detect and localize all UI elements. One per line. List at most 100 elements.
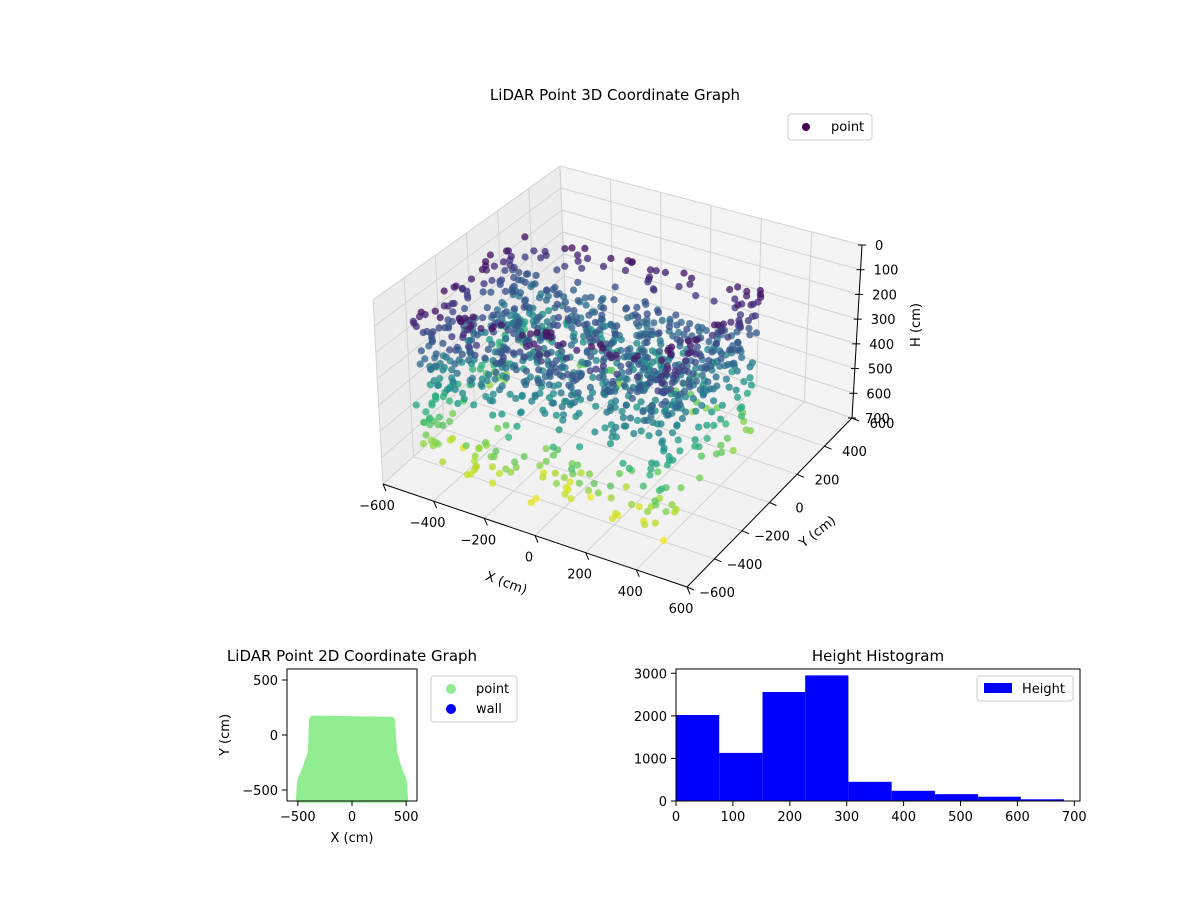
data-point	[717, 349, 726, 357]
tick-label-x: 300	[834, 810, 859, 825]
data-point	[453, 369, 461, 377]
data-point	[630, 355, 639, 363]
data-point	[752, 329, 761, 337]
data-point	[641, 521, 649, 529]
data-point	[637, 398, 645, 406]
chart-2d-legend: point wall	[430, 675, 518, 723]
data-point	[478, 361, 486, 369]
data-point	[554, 381, 563, 389]
data-point	[703, 364, 711, 372]
data-point	[658, 400, 666, 409]
data-point	[680, 269, 688, 277]
tick-label-x: 600	[1005, 810, 1030, 825]
data-point	[554, 313, 563, 322]
tick-label-z: 600	[866, 387, 891, 402]
data-point	[668, 501, 676, 509]
data-point	[504, 247, 512, 255]
data-point	[633, 303, 641, 311]
data-point	[626, 414, 635, 422]
data-point	[595, 373, 604, 382]
data-point	[740, 378, 748, 386]
data-point	[498, 358, 506, 366]
data-point	[628, 500, 636, 508]
data-point	[470, 401, 478, 409]
data-point	[606, 440, 615, 448]
data-point	[717, 355, 725, 363]
tick-x	[686, 586, 691, 595]
data-point	[428, 336, 436, 345]
data-point	[747, 301, 755, 309]
data-point	[459, 389, 467, 397]
histogram-bar	[1020, 799, 1064, 801]
grid-back-x	[660, 192, 662, 353]
chart-3d-axes: −600−400−2000200400600−600−400−200020040…	[359, 239, 898, 617]
data-point	[568, 244, 576, 252]
data-point	[537, 357, 545, 365]
grid-back-z	[560, 187, 861, 271]
tick-y	[686, 586, 695, 591]
data-point	[655, 329, 663, 337]
data-point	[492, 447, 500, 455]
grid-back-z	[559, 165, 863, 246]
data-point	[587, 493, 595, 501]
data-point	[417, 347, 425, 355]
data-point	[696, 386, 704, 394]
data-point	[671, 361, 680, 369]
data-point	[635, 360, 643, 368]
grid-left-z	[376, 231, 563, 380]
tick-y	[796, 473, 805, 478]
tick-label-x: 400	[891, 810, 916, 825]
chart-histogram-title: Height Histogram	[812, 647, 944, 665]
data-point	[549, 443, 557, 451]
data-point	[552, 368, 560, 376]
data-point	[553, 291, 561, 299]
grid-left-z	[374, 187, 562, 327]
data-point	[696, 474, 704, 482]
tick-label-x: 200	[777, 810, 802, 825]
data-point	[668, 379, 676, 387]
histogram-bar	[934, 794, 979, 801]
chart-3d-legend-box	[787, 113, 873, 141]
data-point	[574, 251, 582, 259]
data-point	[598, 311, 606, 319]
data-point	[432, 350, 440, 358]
data-point	[682, 357, 690, 365]
data-point	[611, 283, 619, 291]
data-point	[526, 330, 535, 338]
data-point	[633, 388, 642, 396]
chart-2d-point-cloud	[296, 715, 408, 803]
data-point	[675, 328, 683, 337]
data-point	[746, 331, 754, 339]
data-point	[543, 350, 551, 358]
data-point	[658, 439, 666, 447]
chart-2d-legend-label-point: point	[476, 682, 509, 697]
data-point	[592, 365, 600, 373]
data-point	[597, 296, 606, 304]
data-point	[599, 362, 608, 370]
data-point	[734, 338, 742, 347]
data-point	[495, 469, 503, 478]
grid-left-y	[403, 277, 414, 457]
tick-y	[741, 530, 750, 535]
data-point	[622, 483, 630, 491]
data-point	[751, 312, 760, 320]
data-point	[504, 321, 512, 329]
data-point	[460, 395, 468, 403]
data-point	[587, 352, 595, 361]
data-point	[639, 482, 647, 490]
chart-histogram-legend: Height	[976, 675, 1074, 702]
data-point	[695, 443, 703, 451]
data-point	[625, 368, 633, 376]
data-point	[636, 381, 645, 389]
data-point	[542, 445, 550, 453]
data-point	[575, 479, 583, 487]
data-point	[677, 390, 685, 398]
data-point	[489, 311, 497, 319]
data-point	[676, 447, 684, 455]
tick-label-y: −500	[242, 784, 278, 799]
chart-3d-zlabel: H (cm)	[909, 303, 924, 347]
data-point	[731, 295, 739, 303]
chart-2d-ylabel: Y (cm)	[218, 714, 233, 757]
data-point	[608, 515, 617, 523]
data-point	[698, 371, 706, 379]
